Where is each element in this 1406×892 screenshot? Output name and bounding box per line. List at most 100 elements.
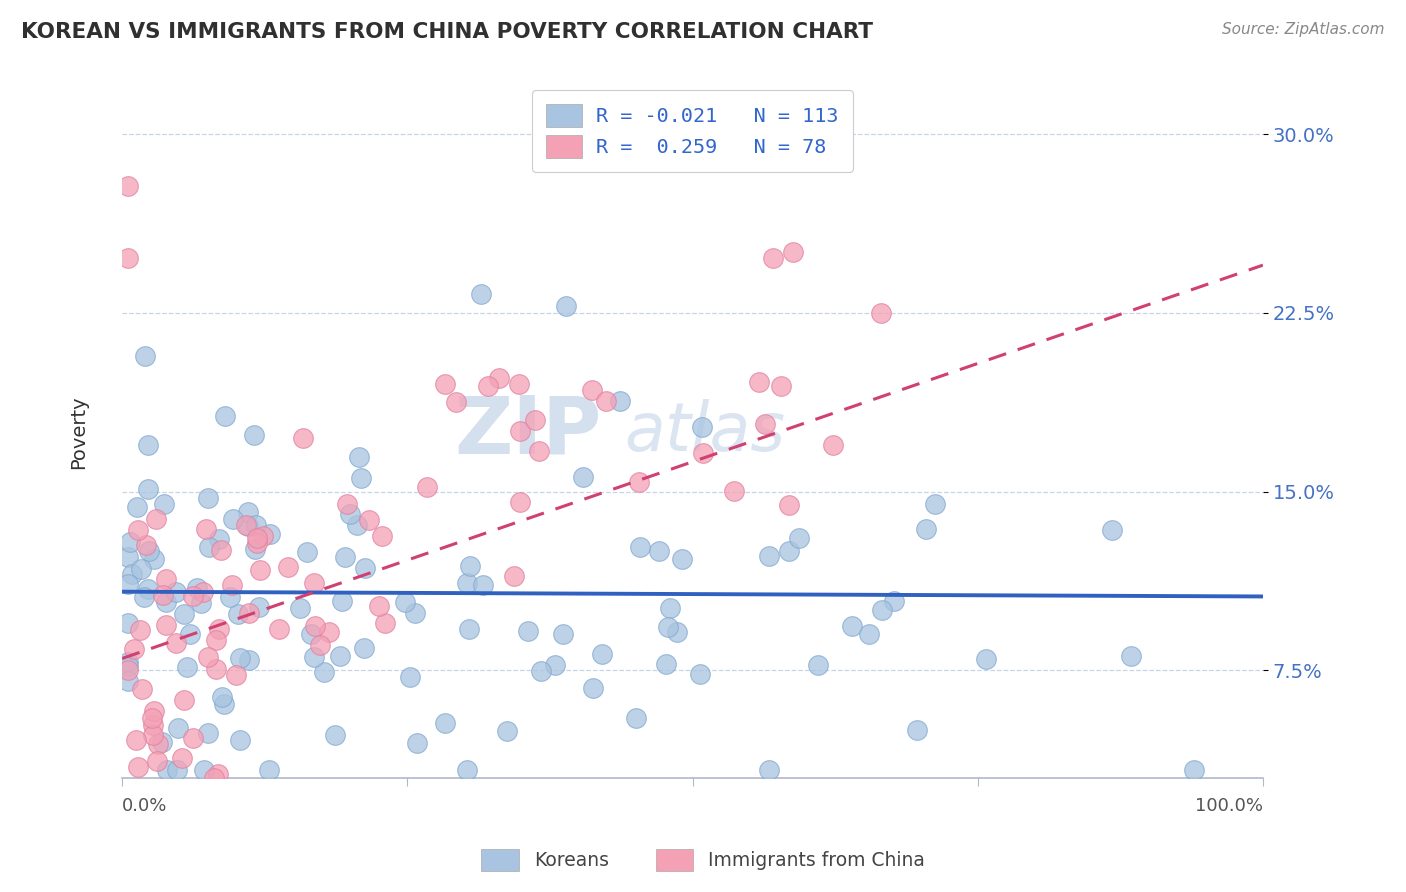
Point [207,766,229,780]
Point [197,491,219,505]
Point [367,599,389,613]
Point [138,544,160,558]
Point [228,607,250,622]
Point [167,721,190,735]
Point [172,750,194,764]
Point [152,588,174,602]
Text: atlas: atlas [624,399,785,465]
Point [357,513,380,527]
Point [212,697,235,711]
Legend: R = -0.021   N = 113, R =  0.259   N = 78: R = -0.021 N = 113, R = 0.259 N = 78 [531,89,853,172]
Point [209,543,232,558]
Point [509,424,531,438]
Point [503,569,526,583]
Point [339,507,361,521]
Point [141,711,163,725]
Point [195,522,218,536]
Point [245,517,267,532]
Point [335,550,357,565]
Point [146,738,169,752]
Point [297,545,319,559]
Point [204,771,226,785]
Point [312,665,335,679]
Point [117,655,139,669]
Point [762,252,785,266]
Point [571,470,593,484]
Point [551,627,574,641]
Point [657,620,679,634]
Point [595,394,617,409]
Point [193,764,215,778]
Point [152,497,174,511]
Point [205,632,228,647]
Point [269,622,291,636]
Point [371,529,394,543]
Point [609,393,631,408]
Point [350,471,373,485]
Text: 100.0%: 100.0% [1195,797,1263,814]
Point [807,658,830,673]
Point [229,733,252,747]
Point [142,728,165,742]
Point [242,427,264,442]
Point [117,663,139,677]
Point [259,527,281,541]
Point [120,535,142,549]
Point [974,652,997,666]
Point [433,377,456,392]
Point [554,299,576,313]
Point [179,627,201,641]
Point [127,523,149,537]
Point [477,379,499,393]
Point [529,444,551,458]
Point [905,723,928,737]
Point [145,512,167,526]
Point [134,590,156,604]
Point [146,754,169,768]
Point [117,251,139,265]
Text: Poverty: Poverty [69,395,89,469]
Point [121,567,143,582]
Point [236,505,259,519]
Point [197,540,219,554]
Point [456,575,478,590]
Point [117,179,139,194]
Point [238,653,260,667]
Point [173,693,195,707]
Point [1121,649,1143,664]
Point [458,558,481,573]
Point [125,732,148,747]
Point [150,735,173,749]
Point [456,764,478,778]
Point [858,627,880,641]
Point [236,519,259,533]
Point [155,595,177,609]
Point [186,582,208,596]
Point [138,582,160,596]
Point [252,528,274,542]
Point [329,648,352,663]
Point [302,649,325,664]
Point [336,497,359,511]
Point [689,667,711,681]
Point [155,764,177,778]
Point [173,607,195,621]
Point [823,438,845,452]
Point [354,561,377,575]
Point [259,764,281,778]
Point [136,438,159,452]
Point [769,379,792,393]
Point [924,497,946,511]
Point [190,596,212,610]
Point [122,641,145,656]
Point [292,431,315,445]
Point [1101,524,1123,538]
Point [197,726,219,740]
Point [117,659,139,673]
Point [128,624,150,638]
Point [883,594,905,608]
Point [581,383,603,397]
Point [176,659,198,673]
Point [754,417,776,432]
Point [353,640,375,655]
